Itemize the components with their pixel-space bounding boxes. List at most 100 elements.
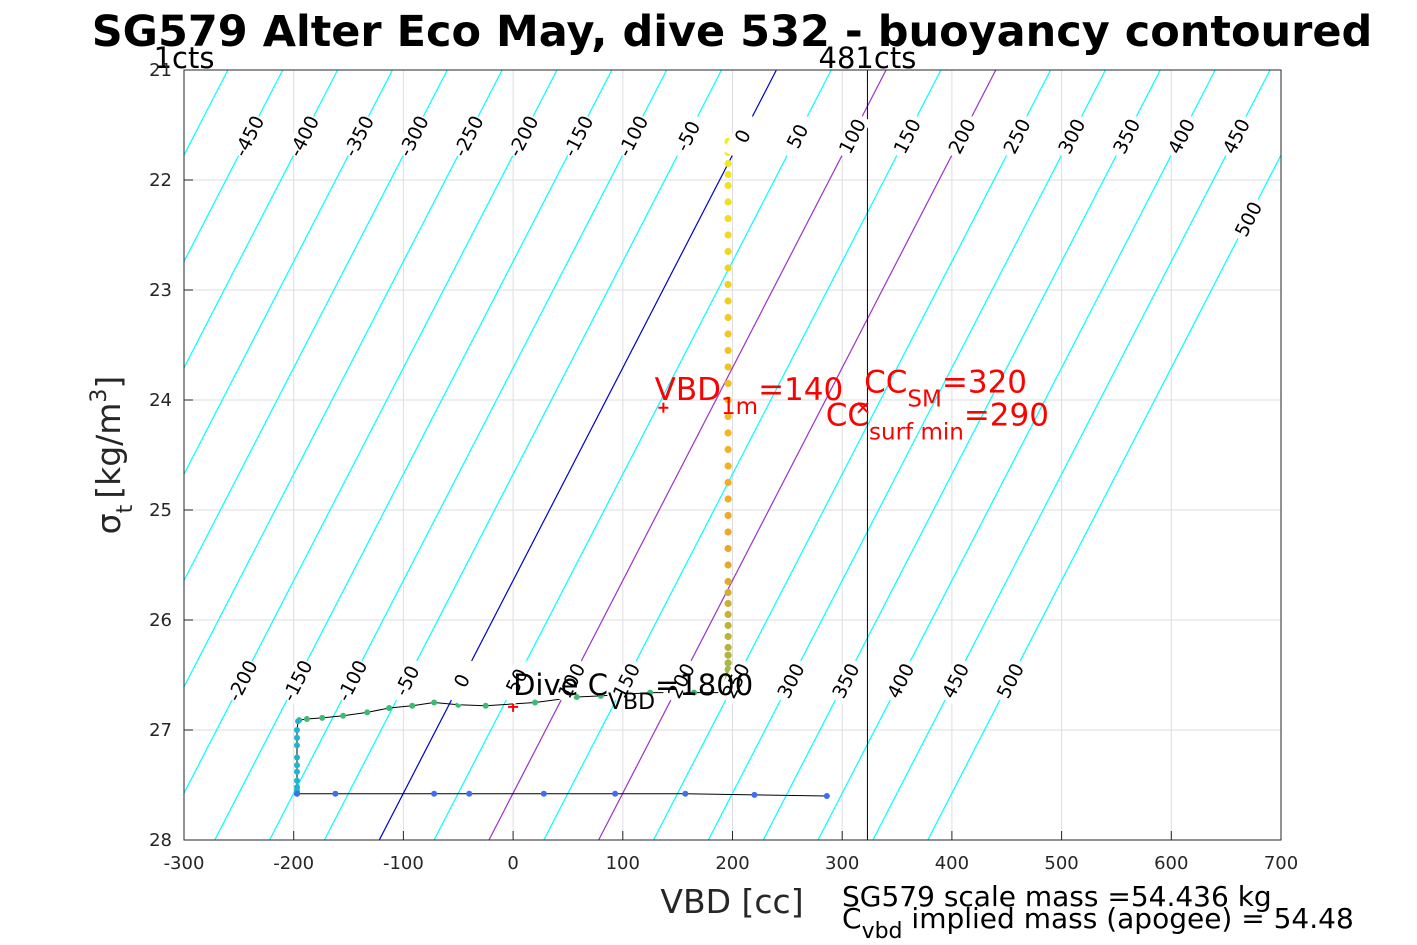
contour-line xyxy=(762,70,1161,840)
data-point xyxy=(386,705,393,711)
data-point xyxy=(293,762,300,769)
data-point xyxy=(724,363,732,371)
contour-label-bg xyxy=(942,111,981,161)
contour-label-bg xyxy=(607,656,646,705)
data-point xyxy=(724,659,732,667)
data-point xyxy=(724,412,732,421)
data-point xyxy=(332,790,339,797)
contour-line xyxy=(543,70,942,840)
contour-label-bg xyxy=(716,656,755,705)
data-point xyxy=(293,777,300,784)
contour-label-bg xyxy=(881,656,920,705)
data-point xyxy=(724,280,732,289)
contour-label-bg xyxy=(1162,111,1201,161)
implied-mass-text: implied mass (apogee) = 54.48 xyxy=(903,902,1354,935)
contour-label-bg xyxy=(497,656,536,705)
vbd-1m-label: VBD1m=140 xyxy=(655,372,844,420)
x-tick-label: 500 xyxy=(1044,853,1078,874)
vbd-1m-label-main: VBD xyxy=(655,372,721,408)
x-tick-label: 400 xyxy=(935,853,969,874)
dive-cvbd-label-sub: VBD xyxy=(608,690,655,715)
contour-line xyxy=(184,70,393,476)
y-tick-label: 27 xyxy=(149,720,172,741)
contour-line xyxy=(323,70,723,840)
contour-label-bg xyxy=(339,111,378,161)
contour-line xyxy=(184,70,448,582)
contour-label-bg xyxy=(1107,111,1146,161)
contour-label-bg xyxy=(723,111,762,161)
dive-cvbd-label-main: Dive C xyxy=(513,668,608,702)
y-tick-label: 23 xyxy=(149,280,172,301)
contour-label-bg xyxy=(284,111,323,161)
data-point xyxy=(724,495,732,503)
data-point xyxy=(364,709,371,716)
contour-label-bg xyxy=(991,656,1029,705)
contour-line xyxy=(184,70,558,795)
scale-mass-note: SG579 scale mass =54.436 kg xyxy=(842,880,1272,913)
contour-label-bg xyxy=(887,111,926,161)
data-point xyxy=(597,692,604,699)
contour-label-bg xyxy=(613,111,652,161)
data-point xyxy=(431,790,438,797)
data-point xyxy=(540,790,547,797)
data-point xyxy=(647,689,654,696)
data-point xyxy=(573,694,580,700)
data-point xyxy=(751,791,758,798)
y-tick-label: 21 xyxy=(149,60,172,81)
data-point xyxy=(724,588,732,597)
vbd-1m-label-value: =140 xyxy=(758,372,843,408)
profile-line xyxy=(296,692,827,797)
data-point xyxy=(724,396,732,404)
contour-line xyxy=(184,70,503,689)
data-point xyxy=(466,790,473,797)
contour-label-bg xyxy=(223,656,262,705)
data-point xyxy=(724,599,732,608)
data-point xyxy=(724,429,732,437)
contour-line xyxy=(214,70,613,840)
y-tick-label: 26 xyxy=(149,610,172,631)
contour-line xyxy=(707,70,1107,840)
x-tick-label: 0 xyxy=(507,853,518,874)
cc-surf-min-label-value: =290 xyxy=(964,397,1049,433)
count-line-label: 481cts xyxy=(819,41,917,75)
contour-line xyxy=(598,70,997,840)
cc-surf-min-label: CCsurf min=290 xyxy=(826,397,1049,445)
data-point xyxy=(532,699,539,706)
data-point xyxy=(293,790,300,797)
cc-surf-min-label-sub: surf min xyxy=(869,419,964,445)
x-tick-label: 200 xyxy=(715,853,749,874)
data-point xyxy=(724,231,732,239)
data-point xyxy=(724,621,732,630)
x-tick-label: 300 xyxy=(825,853,859,874)
contour-line xyxy=(652,70,1052,840)
cc-surf-min-label-main: CC xyxy=(826,397,869,433)
data-point xyxy=(303,716,310,722)
x-tick-label: -100 xyxy=(383,853,424,874)
data-point xyxy=(691,689,698,696)
y-axis-label-units-close: ] xyxy=(89,376,128,389)
contour-label-bg xyxy=(503,111,542,161)
y-axis-label: σt [kg/m3] xyxy=(87,376,138,535)
y-tick-label: 24 xyxy=(149,390,172,411)
plus-marker xyxy=(508,701,519,712)
data-point xyxy=(724,247,732,256)
data-point xyxy=(682,790,689,797)
y-tick-label: 25 xyxy=(149,500,172,521)
y-axis-label-units: [kg/m xyxy=(89,403,128,499)
x-tick-label: 100 xyxy=(606,853,640,874)
data-point xyxy=(724,561,732,569)
data-point xyxy=(724,577,732,586)
data-point xyxy=(724,462,732,470)
data-point xyxy=(431,699,438,706)
data-point xyxy=(823,793,830,799)
data-point xyxy=(482,702,489,709)
contour-line xyxy=(488,70,887,840)
data-point xyxy=(612,790,619,797)
contour-label-bg xyxy=(771,656,810,705)
data-point xyxy=(724,264,732,272)
x-tick-label: 700 xyxy=(1264,853,1298,874)
data-point xyxy=(724,346,732,355)
vbd-1m-label-sub: 1m xyxy=(721,394,758,420)
contour-label-bg xyxy=(449,111,488,161)
